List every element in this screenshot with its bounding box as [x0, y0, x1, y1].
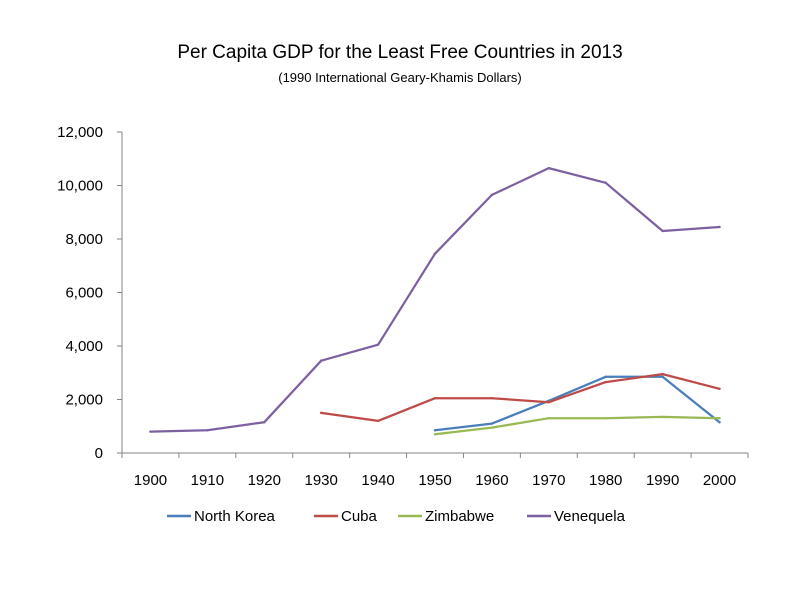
data-point-zimbabwe — [490, 426, 494, 429]
data-point-north-korea — [661, 375, 664, 378]
data-point-venequela — [547, 166, 551, 170]
data-point-zimbabwe — [718, 417, 721, 420]
series-north-korea — [433, 375, 721, 432]
series-line-venequela — [149, 166, 721, 433]
x-tick-label: 1990 — [646, 472, 679, 489]
legend-item-zimbabwe: Zimbabwe — [398, 508, 494, 525]
data-point-cuba — [319, 411, 323, 415]
data-point-cuba — [604, 380, 607, 384]
data-point-venequela — [490, 193, 494, 197]
x-tick-label: 1940 — [361, 472, 394, 489]
data-point-zimbabwe — [661, 415, 664, 419]
x-tick-label: 1950 — [418, 472, 451, 489]
series-line-north-korea — [433, 375, 721, 432]
legend-label: North Korea — [194, 508, 276, 525]
y-tick-label: 0 — [95, 445, 103, 462]
data-point-venequela — [433, 252, 437, 255]
legend-label: Zimbabwe — [425, 508, 494, 525]
y-axis-ticks: 0 2,000 4,000 6,000 8,000 10,000 12,000 — [57, 124, 122, 462]
x-tick-label: 1980 — [589, 472, 622, 489]
legend-label: Venequela — [554, 508, 626, 525]
series-venequela — [149, 166, 721, 433]
series-lines — [149, 166, 721, 436]
data-point-venequela — [263, 421, 266, 424]
data-point-venequela — [149, 430, 152, 433]
data-point-cuba — [718, 387, 721, 390]
data-point-cuba — [433, 396, 437, 400]
y-tick-label: 10,000 — [57, 178, 103, 195]
data-point-cuba — [661, 372, 664, 376]
x-tick-label: 2000 — [703, 472, 736, 489]
data-point-north-korea — [433, 429, 437, 432]
x-tick-label: 1900 — [134, 472, 167, 489]
x-tick-label: 1930 — [304, 472, 337, 489]
x-axis-ticks: 1900 1910 1920 1930 1940 1950 1960 1970 1980 1990… — [121, 453, 749, 489]
x-tick-label: 1970 — [532, 472, 565, 489]
legend-item-venequela: Venequela — [527, 508, 626, 525]
data-point-venequela — [718, 225, 721, 229]
data-point-cuba — [490, 396, 494, 400]
data-point-venequela — [206, 429, 209, 432]
legend: North Korea Cuba Zimbabwe Venequela — [167, 508, 626, 525]
data-point-zimbabwe — [547, 417, 551, 420]
chart-subtitle: (1990 International Geary-Khamis Dollars… — [278, 70, 522, 85]
legend-item-north-korea: North Korea — [167, 508, 276, 525]
series-zimbabwe — [433, 415, 721, 436]
data-point-zimbabwe — [604, 417, 607, 420]
legend-label: Cuba — [341, 508, 378, 525]
series-line-cuba — [320, 372, 721, 423]
y-tick-label: 12,000 — [57, 124, 103, 141]
data-point-north-korea — [604, 375, 607, 378]
y-tick-label: 2,000 — [65, 392, 103, 409]
legend-item-cuba: Cuba — [314, 508, 378, 525]
data-point-venequela — [604, 181, 607, 185]
data-point-venequela — [319, 359, 323, 362]
data-point-cuba — [376, 419, 380, 423]
data-point-zimbabwe — [433, 433, 437, 436]
data-point-cuba — [547, 400, 551, 404]
series-line-zimbabwe — [433, 415, 721, 436]
data-point-north-korea — [490, 422, 494, 425]
x-tick-label: 1920 — [248, 472, 281, 489]
y-tick-label: 8,000 — [65, 231, 103, 248]
data-point-north-korea — [718, 421, 721, 424]
y-tick-label: 6,000 — [65, 285, 103, 302]
data-point-venequela — [661, 229, 664, 233]
series-cuba — [319, 372, 721, 423]
y-tick-label: 4,000 — [65, 338, 103, 355]
chart-title: Per Capita GDP for the Least Free Countr… — [177, 42, 622, 63]
x-tick-label: 1960 — [475, 472, 508, 489]
data-point-venequela — [376, 343, 380, 346]
x-tick-label: 1910 — [191, 472, 224, 489]
